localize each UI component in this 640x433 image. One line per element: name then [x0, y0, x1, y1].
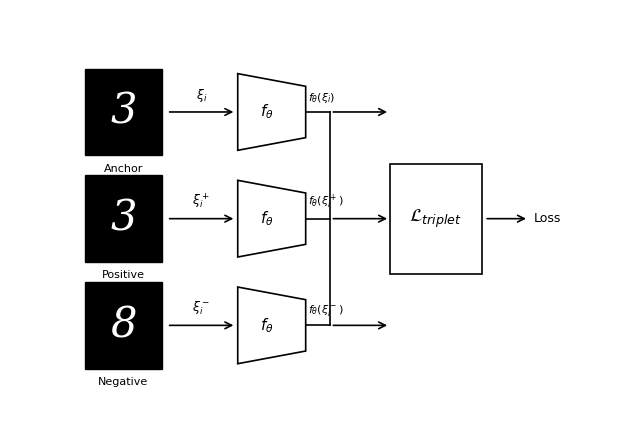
- Text: $\xi_i^+$: $\xi_i^+$: [193, 191, 211, 210]
- Text: $f_\theta$: $f_\theta$: [260, 209, 273, 228]
- Bar: [85, 175, 162, 262]
- Text: $\xi_i^-$: $\xi_i^-$: [193, 300, 211, 317]
- Text: $f_\theta$: $f_\theta$: [260, 316, 273, 335]
- Text: $\xi_i$: $\xi_i$: [196, 87, 207, 103]
- Text: $f_\theta(\xi_i^+)$: $f_\theta(\xi_i^+)$: [308, 193, 344, 211]
- Bar: [85, 282, 162, 369]
- Text: Positive: Positive: [102, 270, 145, 280]
- Bar: [85, 68, 162, 155]
- Text: $\mathcal{L}_{triplet}$: $\mathcal{L}_{triplet}$: [410, 207, 462, 230]
- Text: 3: 3: [110, 91, 137, 133]
- Text: $f_\theta(\xi_i)$: $f_\theta(\xi_i)$: [308, 90, 335, 105]
- Polygon shape: [237, 74, 306, 150]
- Text: Negative: Negative: [99, 377, 148, 387]
- Text: 3: 3: [110, 198, 137, 239]
- Text: $f_\theta(\xi_i^-)$: $f_\theta(\xi_i^-)$: [308, 303, 344, 318]
- Bar: [390, 164, 482, 274]
- Text: Anchor: Anchor: [104, 164, 143, 174]
- Text: $f_\theta$: $f_\theta$: [260, 103, 273, 121]
- Text: 8: 8: [110, 304, 137, 346]
- Polygon shape: [237, 287, 306, 364]
- Polygon shape: [237, 180, 306, 257]
- Text: Loss: Loss: [534, 212, 561, 225]
